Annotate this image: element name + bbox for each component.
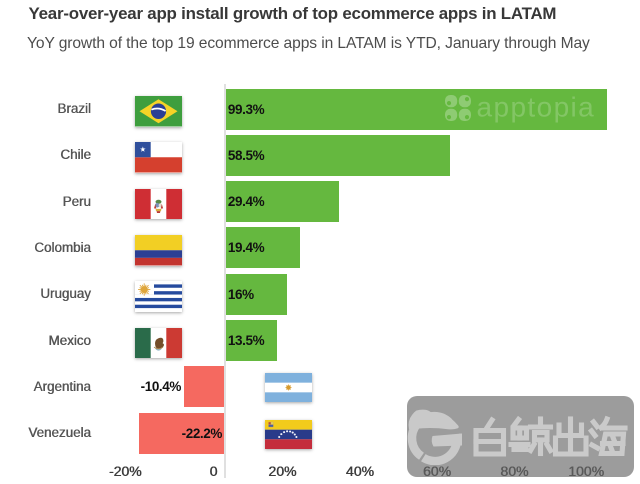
svg-text:apptopia: apptopia [476, 95, 595, 123]
